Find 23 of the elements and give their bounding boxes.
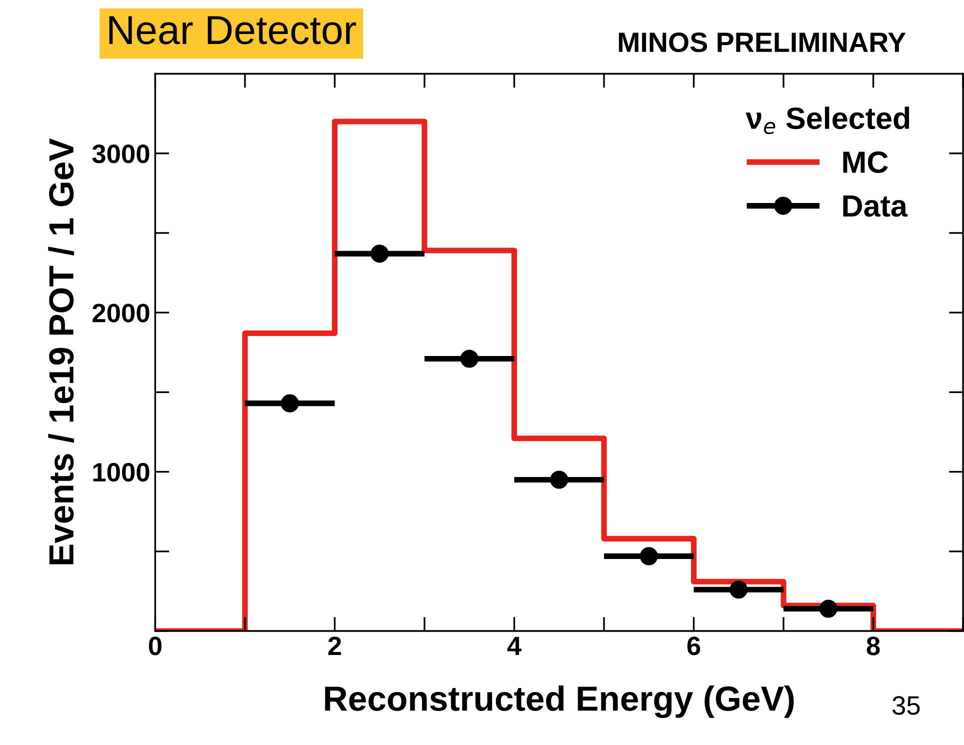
- point: [730, 580, 748, 599]
- point: [819, 600, 838, 618]
- legend-label: Data: [843, 195, 908, 217]
- point: [550, 470, 568, 489]
- text: MINOS PRELIMINARY: [618, 32, 906, 52]
- x-tick-label: 8: [866, 636, 880, 656]
- point: [370, 244, 389, 263]
- x-tick-label: 6: [687, 636, 700, 656]
- legend-title: ν$_{e}$ Selected: [746, 106, 910, 134]
- legend-label: MC: [843, 151, 888, 174]
- x-axis-title: Reconstructed Energy (GeV): [325, 685, 794, 718]
- y-tick-label: 3000: [92, 144, 150, 164]
- x-tick-label: 4: [507, 636, 522, 655]
- y-axis-title: Events / 1e19 POT / 1 GeV: [48, 138, 74, 564]
- point: [460, 350, 478, 368]
- x-tick-label: 0: [148, 636, 162, 656]
- text: 35: [892, 696, 920, 715]
- y-tick-label: 1000: [93, 462, 150, 482]
- x-tick-label: 2: [328, 636, 342, 655]
- point: [280, 394, 299, 412]
- y-tick-label: 2000: [92, 304, 150, 322]
- point: [640, 547, 658, 566]
- text: Near Detector: [109, 16, 356, 44]
